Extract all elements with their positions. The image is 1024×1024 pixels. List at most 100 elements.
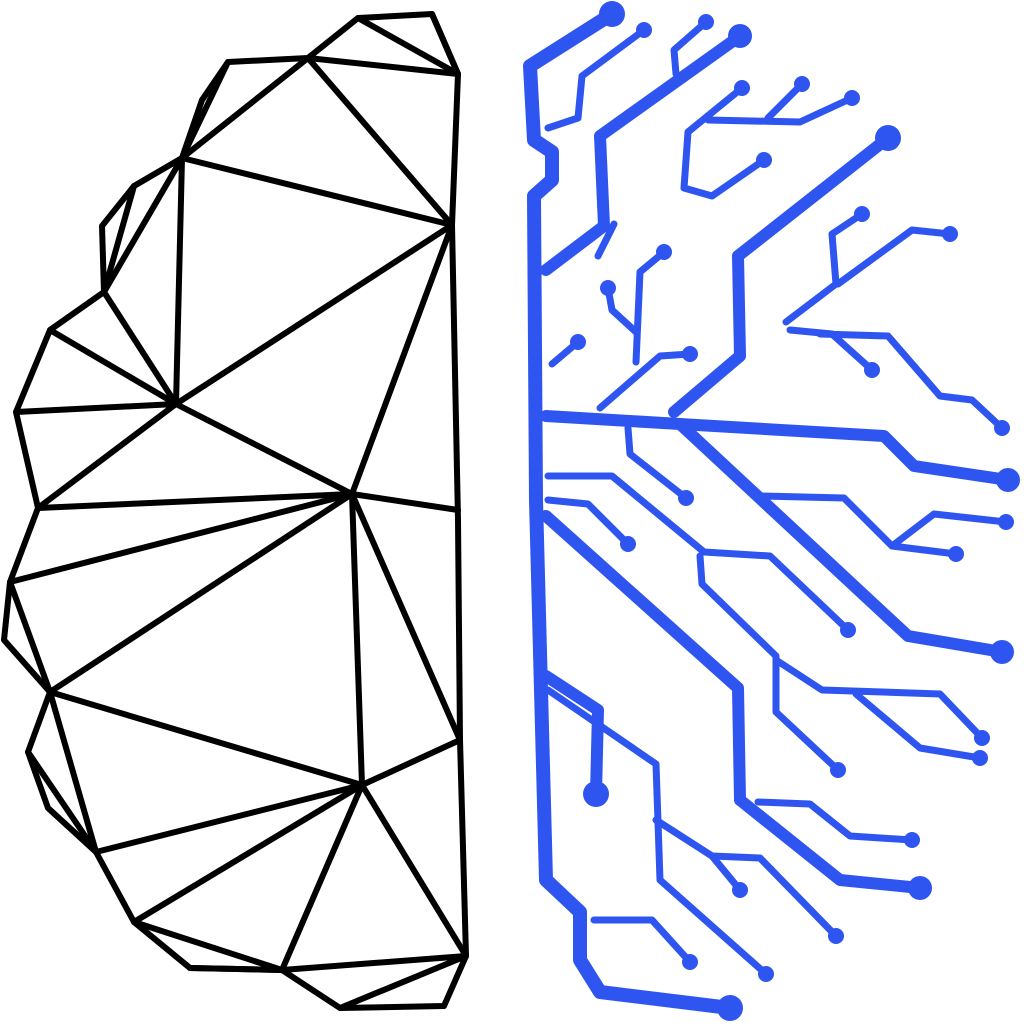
circuit-trace	[816, 330, 1006, 432]
circuit-trace	[756, 492, 960, 558]
brain-facet	[173, 222, 455, 407]
circuit-node	[636, 22, 652, 38]
circuit-trace	[764, 80, 806, 122]
brain-facet	[349, 491, 461, 513]
brain-facet	[47, 491, 355, 695]
brain-facet	[359, 782, 469, 959]
circuit-node	[875, 125, 901, 151]
circuit-trace	[624, 424, 690, 502]
brain-outline	[1, 11, 469, 1011]
circuit-trace	[596, 350, 694, 412]
circuit-node	[830, 762, 846, 778]
brain-facet	[93, 782, 365, 855]
circuit-node	[844, 90, 860, 106]
circuit-node	[908, 876, 932, 900]
brain-facet	[131, 782, 365, 925]
circuit-node	[682, 954, 698, 970]
circuit-node	[854, 206, 870, 222]
brain-facet	[187, 965, 285, 973]
circuit-trace	[544, 26, 648, 132]
brain-facet	[47, 327, 179, 407]
circuit-node	[728, 24, 752, 48]
circuit-node	[734, 80, 750, 96]
circuit-node	[682, 346, 698, 362]
circuit-node	[656, 244, 672, 260]
circuit-node	[864, 362, 880, 378]
circuit-trace	[852, 690, 984, 762]
circuit-trace	[590, 916, 694, 966]
circuit-trace	[888, 510, 1010, 550]
circuit-trace	[704, 94, 856, 126]
circuit-trace-thick	[540, 410, 1014, 486]
brain-facet	[179, 155, 455, 228]
circuit-trace	[680, 84, 768, 200]
circuit-node	[756, 152, 772, 168]
brain-facet	[349, 491, 365, 788]
circuit-node	[794, 76, 810, 92]
circuit-node	[678, 490, 694, 506]
brain-facet	[47, 689, 365, 788]
circuit-trace-thick	[674, 418, 1008, 658]
circuit-brain-icon	[523, 1, 1020, 1021]
circuit-node	[994, 420, 1010, 436]
brain-facet	[337, 953, 469, 1011]
brain-facet	[173, 155, 185, 407]
brain-facet	[359, 737, 463, 788]
circuit-trunk	[523, 7, 737, 1015]
circuit-trace	[754, 798, 916, 844]
circuit-trace-thick	[540, 30, 746, 276]
brain-facet	[35, 401, 179, 511]
circuit-trace	[782, 210, 866, 326]
brain-facet	[279, 953, 469, 973]
brain-facet	[279, 782, 365, 973]
circuit-node	[974, 730, 990, 746]
circuit-trace	[696, 552, 842, 774]
brain-facet	[429, 11, 461, 77]
brain-facet	[179, 55, 311, 161]
circuit-node	[998, 514, 1014, 530]
brain-facet	[131, 919, 285, 973]
circuit-node	[942, 226, 958, 242]
circuit-trace	[772, 656, 986, 742]
brain-facet	[47, 689, 99, 855]
circuit-node	[599, 1, 625, 27]
circuit-node	[698, 14, 714, 30]
circuit-node	[570, 334, 586, 350]
circuit-node	[732, 882, 748, 898]
circuit-node	[972, 750, 988, 766]
circuit-node	[717, 995, 743, 1021]
circuit-node	[600, 280, 616, 296]
circuit-node	[840, 622, 856, 638]
circuit-trace	[632, 248, 668, 366]
circuit-trace	[708, 852, 840, 940]
brain-facet	[35, 491, 355, 511]
brain-facet	[101, 183, 137, 295]
circuit-node	[758, 966, 774, 982]
brain-facet	[25, 749, 99, 855]
brain-facet	[179, 59, 231, 161]
circuit-node	[828, 928, 844, 944]
circuit-trace-thick	[540, 510, 926, 894]
circuit-trace	[834, 226, 954, 288]
circuit-trace-thick	[668, 132, 894, 418]
circuit-node	[990, 640, 1014, 664]
circuit-node	[904, 832, 920, 848]
circuit-trace	[670, 18, 710, 78]
circuit-node	[996, 468, 1020, 492]
brain-facet	[305, 55, 461, 77]
circuit-node	[948, 546, 964, 562]
brain-facet	[7, 491, 355, 585]
brain-facet	[13, 401, 179, 415]
circuit-trace	[544, 496, 632, 548]
brain-facet	[101, 289, 179, 407]
brain-facet	[349, 491, 463, 743]
brain-facet	[7, 579, 53, 695]
circuit-node	[583, 781, 609, 807]
brain-facet	[101, 155, 185, 295]
brain-facet	[305, 55, 455, 228]
circuit-node	[620, 536, 636, 552]
brain-facet	[355, 15, 461, 77]
circuit-trace	[594, 220, 618, 260]
